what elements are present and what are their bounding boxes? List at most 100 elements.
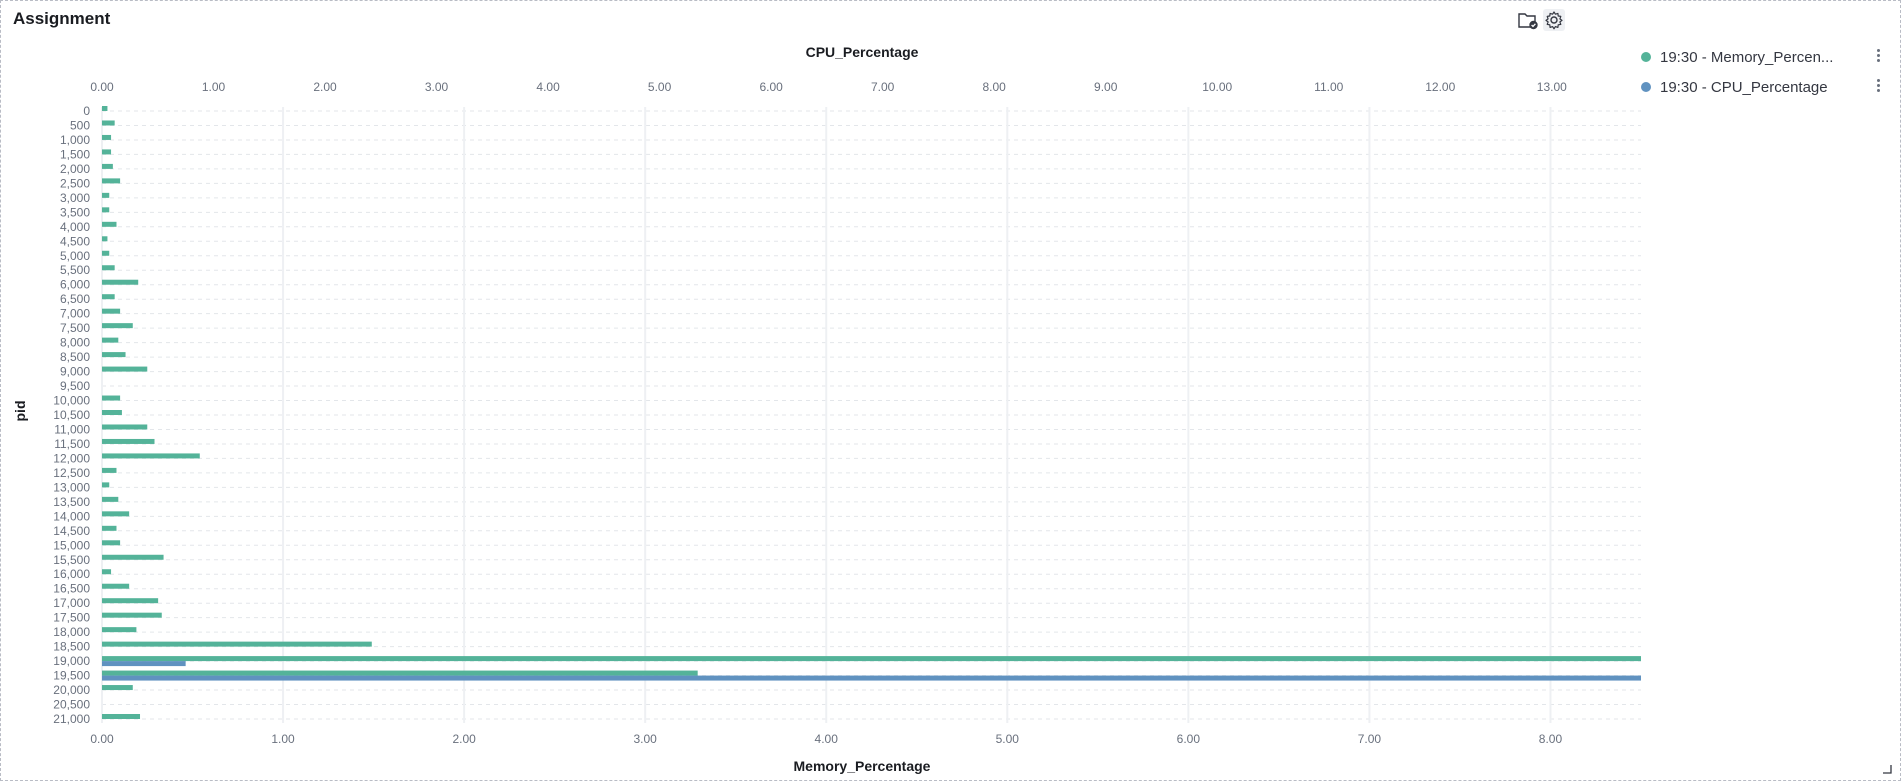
legend-menu-icon[interactable] <box>1877 79 1881 95</box>
x-top-tick-label: 3.00 <box>425 80 449 94</box>
y-tick-label: 500 <box>70 118 90 132</box>
bar-memory[interactable] <box>102 511 130 517</box>
y-tick-label: 5,000 <box>60 249 90 263</box>
bar-memory[interactable] <box>102 106 108 111</box>
y-tick-label: 6,000 <box>60 278 90 292</box>
legend-item-cpu[interactable]: 19:30 - CPU_Percentage <box>1641 77 1881 97</box>
x-top-tick-label: 2.00 <box>313 80 337 94</box>
resize-handle-icon[interactable] <box>1882 764 1892 774</box>
bar-memory[interactable] <box>102 352 126 358</box>
bar-memory[interactable] <box>102 149 112 155</box>
y-tick-label: 7,000 <box>60 307 90 321</box>
bar-memory[interactable] <box>102 337 119 343</box>
bar-memory[interactable] <box>102 554 164 560</box>
x-top-tick-label: 11.00 <box>1314 80 1343 94</box>
y-tick-label: 18,000 <box>53 625 90 639</box>
x-top-tick-label: 0.00 <box>90 80 114 94</box>
bars <box>102 106 1641 719</box>
x-bottom-tick-label: 2.00 <box>452 732 476 746</box>
gear-icon[interactable] <box>1543 9 1565 31</box>
bar-memory[interactable] <box>102 134 112 140</box>
y-tick-label: 19,500 <box>53 669 90 683</box>
legend-label-cpu: 19:30 - CPU_Percentage <box>1660 78 1828 96</box>
y-tick-label: 15,000 <box>53 538 90 552</box>
bar-memory[interactable] <box>102 453 200 459</box>
bar-memory[interactable] <box>102 279 139 285</box>
x-top-tick-label: 8.00 <box>982 80 1006 94</box>
bar-memory[interactable] <box>102 583 130 589</box>
y-tick-label: 20,500 <box>53 698 90 712</box>
x-bottom-tick-label: 6.00 <box>1177 732 1201 746</box>
x-top-tick-label: 9.00 <box>1094 80 1118 94</box>
bar-memory[interactable] <box>102 467 117 473</box>
y-tick-label: 8,000 <box>60 336 90 350</box>
bar-memory[interactable] <box>102 540 121 546</box>
x-bottom-tick-label: 1.00 <box>271 732 295 746</box>
bar-memory[interactable] <box>102 221 117 227</box>
bar-memory[interactable] <box>102 714 141 719</box>
legend: 19:30 - Memory_Percen... 19:30 - CPU_Per… <box>1641 47 1881 107</box>
x-bottom-tick-label: 5.00 <box>996 732 1020 746</box>
x-bottom-tick-label: 3.00 <box>633 732 657 746</box>
bar-memory[interactable] <box>102 438 155 444</box>
y-tick-label: 16,000 <box>53 567 90 581</box>
bar-memory[interactable] <box>102 236 108 242</box>
x-bottom-axis-title: Memory_Percentage <box>794 758 931 774</box>
x-top-tick-label: 6.00 <box>759 80 783 94</box>
bar-memory[interactable] <box>102 163 113 169</box>
bar-memory[interactable] <box>102 294 115 300</box>
bar-memory[interactable] <box>102 482 110 488</box>
bar-memory[interactable] <box>102 627 137 633</box>
bar-memory[interactable] <box>102 265 115 271</box>
bar-memory[interactable] <box>102 496 119 502</box>
legend-label-memory: 19:30 - Memory_Percen... <box>1660 48 1834 66</box>
bar-memory[interactable] <box>102 525 117 531</box>
bar-memory[interactable] <box>102 670 698 676</box>
bar-memory[interactable] <box>102 308 121 314</box>
bar-memory[interactable] <box>102 395 121 401</box>
legend-dot-cpu <box>1641 82 1651 92</box>
bar-memory[interactable] <box>102 598 159 604</box>
bar-memory[interactable] <box>102 178 121 184</box>
bar-cpu[interactable] <box>102 675 1641 681</box>
bar-cpu[interactable] <box>102 661 186 667</box>
bar-memory[interactable] <box>102 207 110 213</box>
y-tick-label: 21,000 <box>53 712 90 726</box>
y-tick-label: 8,500 <box>60 350 90 364</box>
x-top-tick-label: 5.00 <box>648 80 672 94</box>
x-top-tick-label: 13.00 <box>1537 80 1567 94</box>
y-tick-label: 6,500 <box>60 292 90 306</box>
bar-memory[interactable] <box>102 612 162 618</box>
y-tick-label: 7,500 <box>60 321 90 335</box>
x-bottom-tick-label: 0.00 <box>90 732 114 746</box>
y-tick-label: 17,500 <box>53 611 90 625</box>
y-tick-label: 15,500 <box>53 553 90 567</box>
y-tick-label: 12,000 <box>53 451 90 465</box>
x-top-tick-label: 10.00 <box>1202 80 1232 94</box>
bar-memory[interactable] <box>102 120 115 126</box>
panel-title: Assignment <box>13 9 111 28</box>
folder-check-icon[interactable] <box>1517 9 1539 31</box>
grid-lines <box>101 107 1641 723</box>
bar-memory[interactable] <box>102 192 110 198</box>
y-tick-label: 5,500 <box>60 263 90 277</box>
bar-memory[interactable] <box>102 250 110 256</box>
y-tick-label: 1,000 <box>60 133 90 147</box>
legend-item-memory[interactable]: 19:30 - Memory_Percen... <box>1641 47 1881 67</box>
bar-memory[interactable] <box>102 641 372 647</box>
bar-memory[interactable] <box>102 323 133 329</box>
bar-memory[interactable] <box>102 366 148 372</box>
y-tick-label: 3,500 <box>60 205 90 219</box>
bar-memory[interactable] <box>102 424 148 430</box>
y-tick-label: 11,000 <box>54 422 90 436</box>
bar-memory[interactable] <box>102 656 1641 662</box>
legend-dot-memory <box>1641 52 1651 62</box>
bar-memory[interactable] <box>102 410 122 415</box>
legend-menu-icon[interactable] <box>1877 49 1881 65</box>
y-tick-label: 10,500 <box>53 408 90 422</box>
x-top-tick-label: 7.00 <box>871 80 895 94</box>
bar-memory[interactable] <box>102 569 112 575</box>
bar-memory[interactable] <box>102 685 133 691</box>
